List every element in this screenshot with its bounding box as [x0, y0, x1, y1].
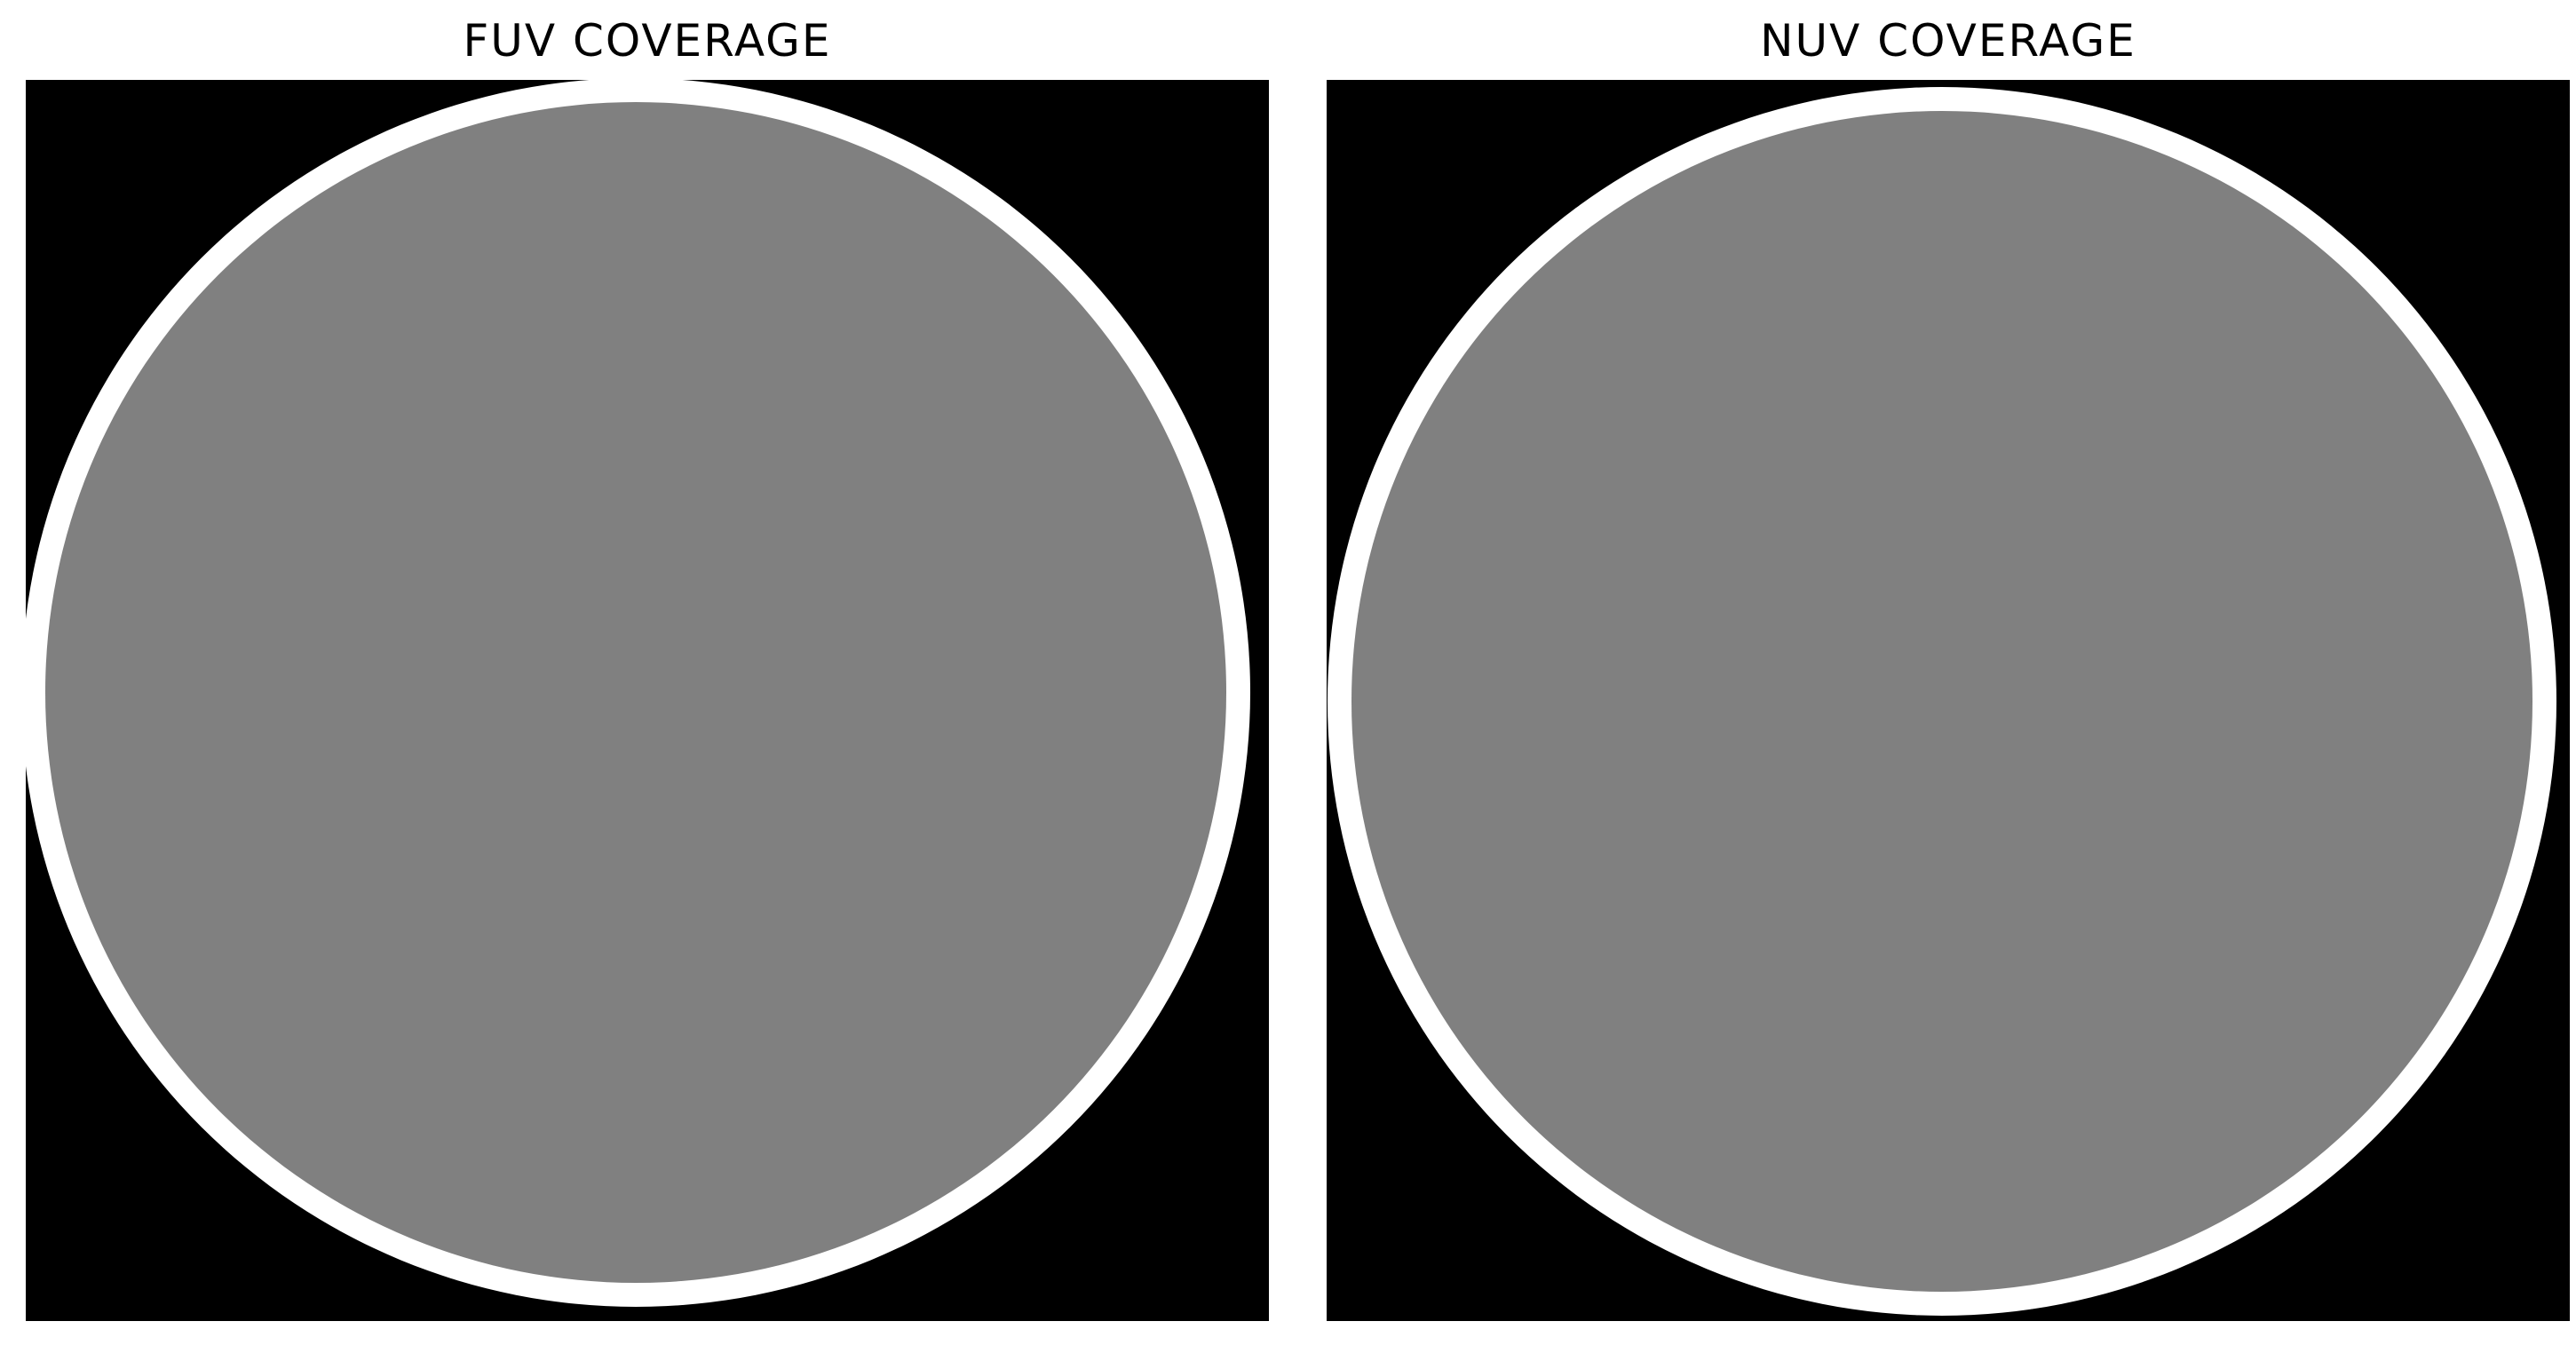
panel-title: FUV COVERAGE [463, 15, 832, 67]
nuv-coverage-panel: NUV COVERAGE [1327, 0, 2570, 1345]
fuv-coverage-panel: FUV COVERAGE [26, 0, 1269, 1345]
coverage-image [1327, 80, 2570, 1321]
coverage-image [26, 80, 1269, 1321]
coverage-area [45, 102, 1226, 1283]
coverage-area [1351, 111, 2532, 1292]
panel-title: NUV COVERAGE [1760, 15, 2136, 67]
